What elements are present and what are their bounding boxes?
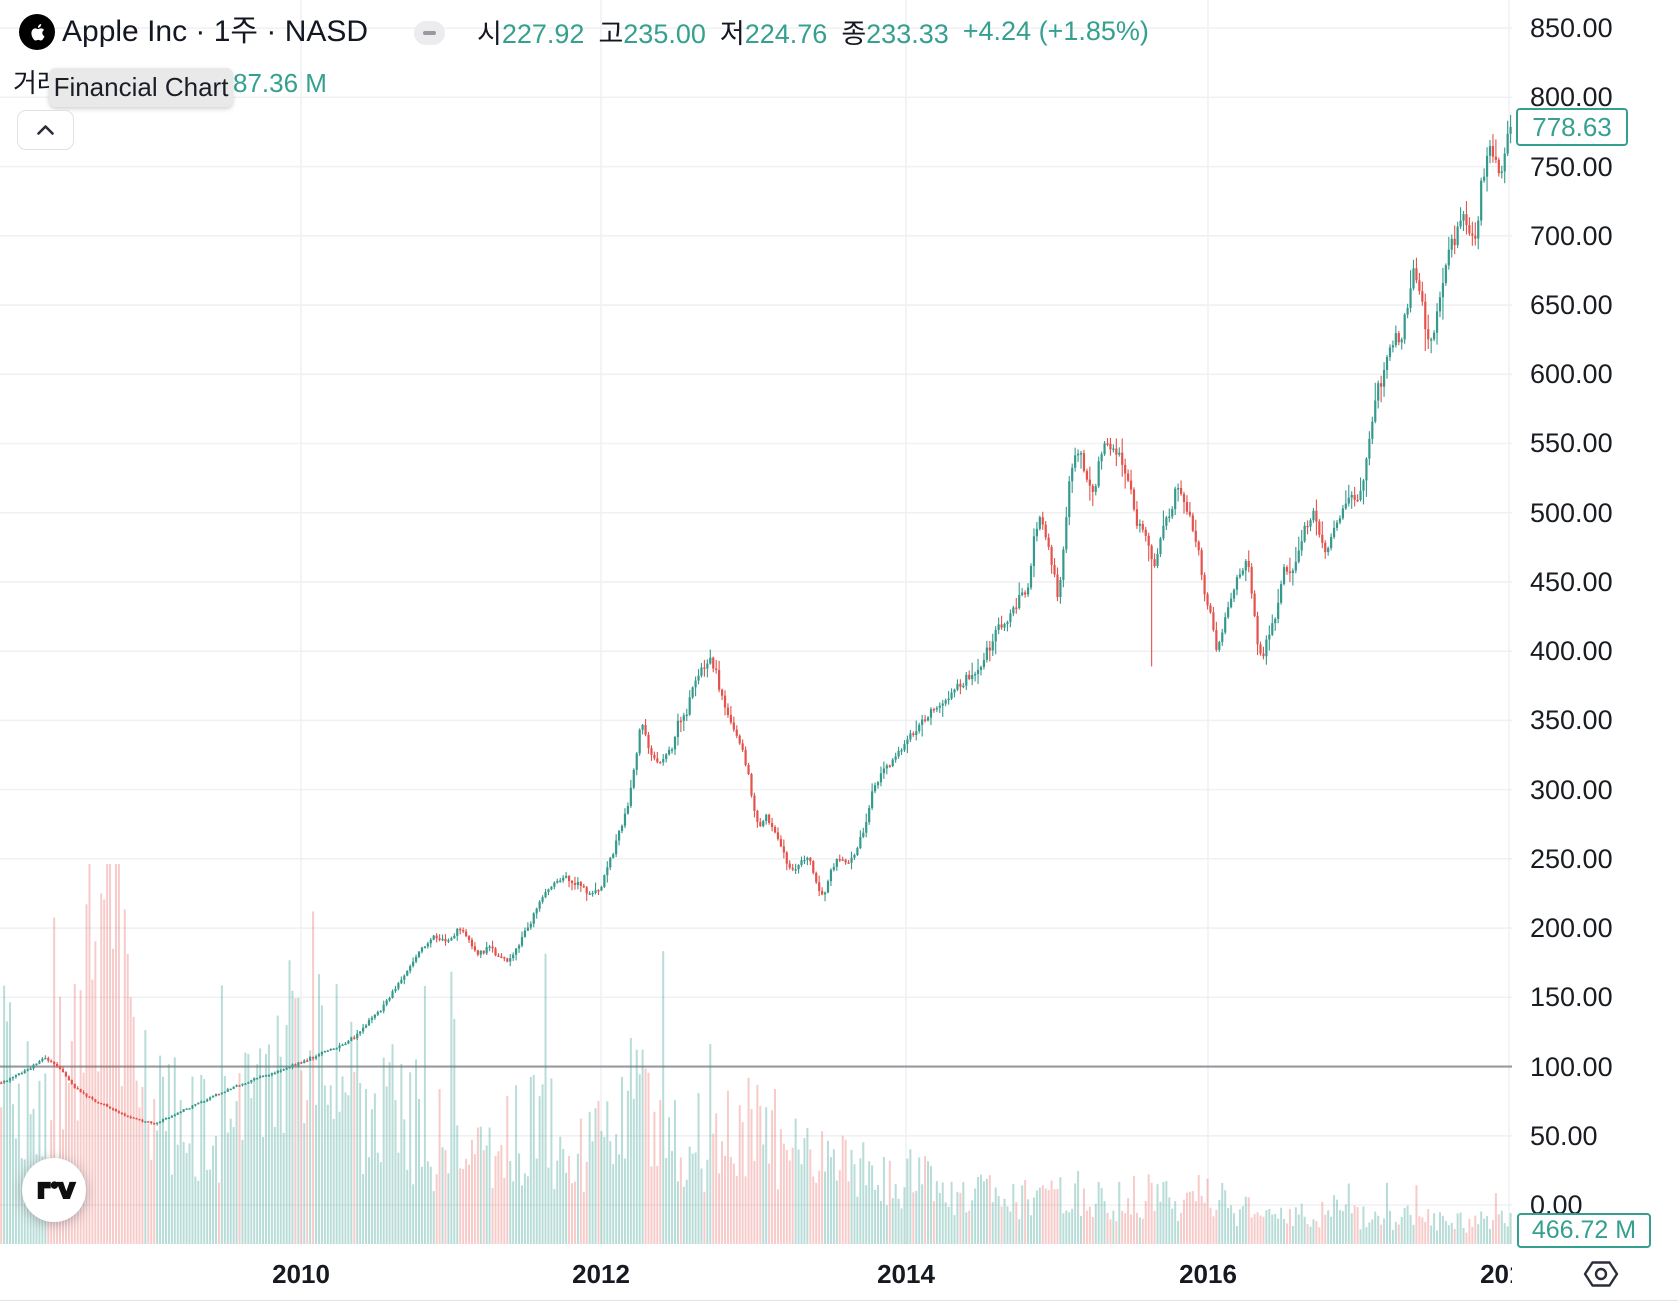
price-axis-label: 600.00 (1530, 359, 1613, 390)
price-axis-label: 500.00 (1530, 497, 1613, 528)
price-axis-label: 250.00 (1530, 843, 1613, 874)
ohlc-item: 저224.76 (719, 18, 828, 49)
time-axis-label: 2018 (1480, 1259, 1512, 1289)
volume-row-value: 87.36 M (233, 68, 327, 98)
collapse-legend-button[interactable] (17, 110, 74, 150)
price-axis-label: 400.00 (1530, 636, 1613, 667)
last-volume-tag: 466.72 M (1517, 1213, 1651, 1248)
tradingview-logo[interactable] (22, 1158, 86, 1222)
financial-chart-tooltip: Financial Chart (49, 68, 233, 107)
apple-logo (19, 14, 55, 50)
ohlc-item: 고235.00 (598, 18, 706, 49)
price-axis-label: 650.00 (1530, 290, 1613, 321)
hexagon-settings-icon (1583, 1261, 1619, 1287)
time-axis-label: 2016 (1179, 1259, 1237, 1289)
apple-icon (30, 23, 44, 41)
price-axis-label: 450.00 (1530, 566, 1613, 597)
source-toggle-button[interactable] (414, 21, 445, 45)
price-axis-label: 100.00 (1530, 1051, 1613, 1082)
time-axis[interactable]: 2010 2012 2014 2016 2018 (0, 1245, 1512, 1300)
ohlc-values-row: 시227.92 고235.00 저224.76 종233.33 +4.24 (+1.85… (477, 15, 1149, 49)
minus-icon (423, 31, 436, 35)
price-axis-label: 550.00 (1530, 428, 1613, 459)
time-axis-label: 2014 (877, 1259, 935, 1289)
price-axis-label: 850.00 (1530, 13, 1613, 44)
time-axis-label: 2012 (572, 1259, 630, 1289)
price-axis-label: 700.00 (1530, 220, 1613, 251)
last-price-tag: 778.63 (1516, 108, 1628, 146)
tradingview-icon (37, 1181, 77, 1199)
price-axis-label: 350.00 (1530, 705, 1613, 736)
chevron-up-icon (37, 125, 54, 135)
price-axis-label: 300.00 (1530, 774, 1613, 805)
price-axis-label: 150.00 (1530, 982, 1613, 1013)
change-value: +4.24 (+1.85%) (962, 15, 1149, 46)
bottom-separator (0, 1300, 1678, 1301)
time-axis-label: 2010 (272, 1259, 330, 1289)
price-axis-label: 200.00 (1530, 913, 1613, 944)
axis-settings-button[interactable] (1582, 1258, 1620, 1290)
ohlc-item: 종233.33 (841, 18, 949, 49)
symbol-title[interactable]: Apple Inc · 1주 · NASD (62, 15, 369, 48)
ohlc-item: 시227.92 (477, 18, 585, 49)
price-axis-label: 50.00 (1530, 1120, 1598, 1151)
price-axis-label: 750.00 (1530, 151, 1613, 182)
price-axis-label: 800.00 (1530, 82, 1613, 113)
